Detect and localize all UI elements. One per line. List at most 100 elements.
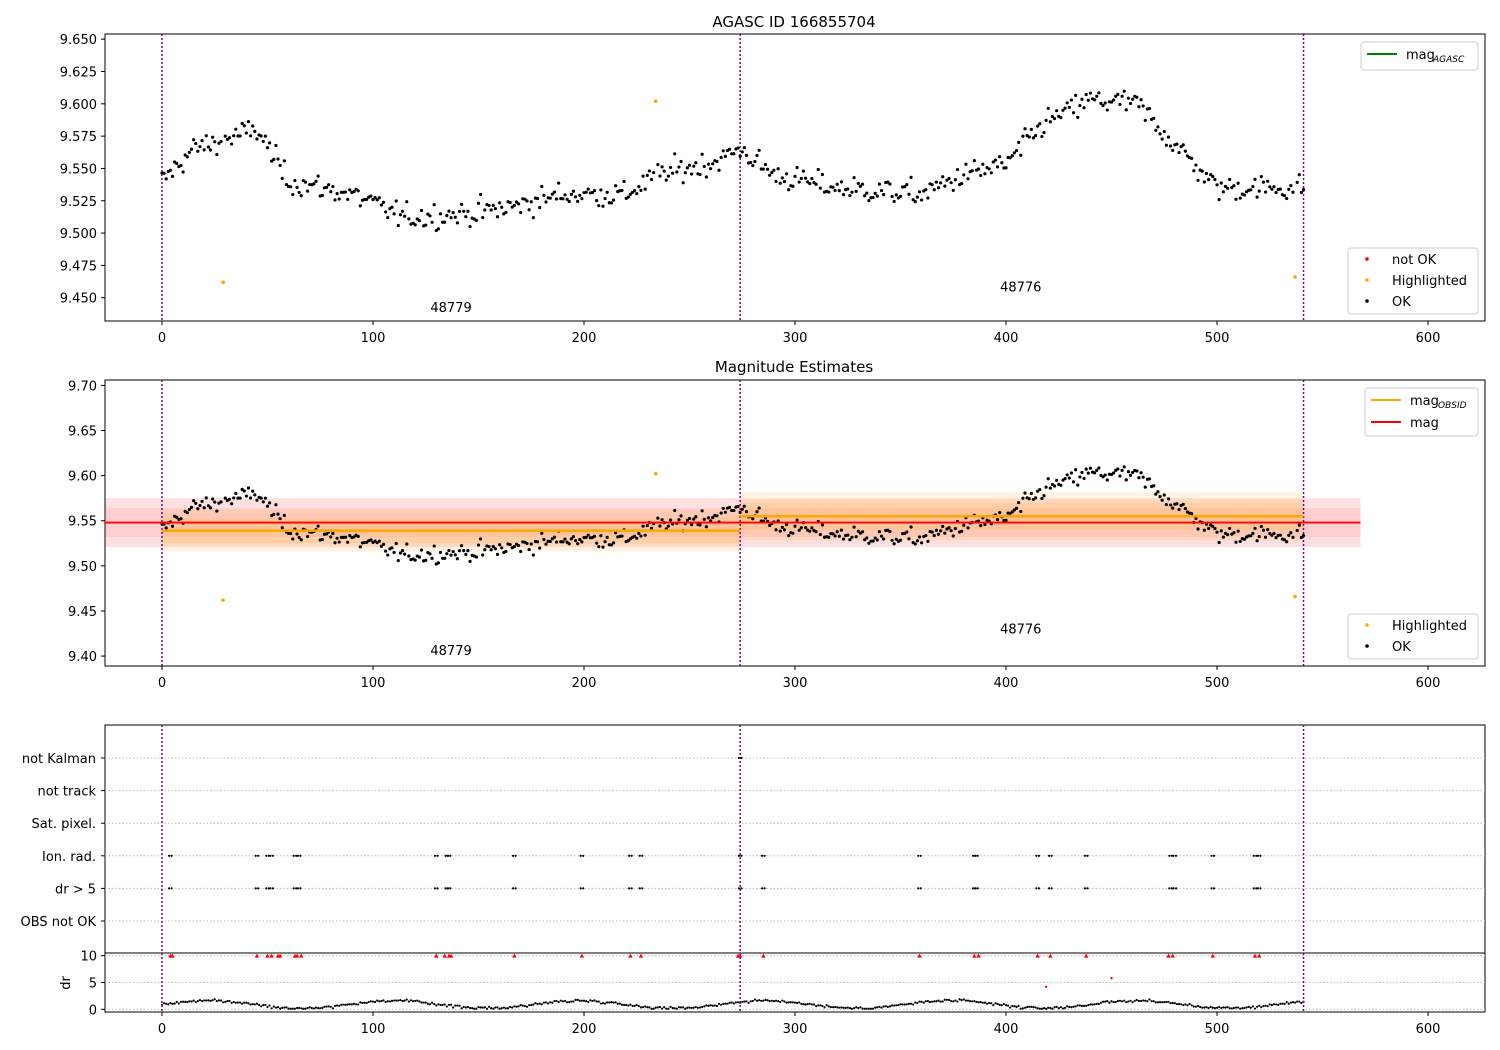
p2-ytick-label: 9.65 xyxy=(68,425,97,440)
dr-point xyxy=(1154,1001,1157,1004)
data-point-ok xyxy=(1162,493,1166,497)
data-point-ok xyxy=(544,542,548,546)
data-point-ok xyxy=(1259,524,1263,529)
flag-point xyxy=(1086,887,1089,890)
data-point-ok xyxy=(875,194,879,198)
dr-point xyxy=(433,1003,436,1006)
data-point-ok xyxy=(637,531,641,536)
data-point-ok xyxy=(1141,475,1145,479)
data-point-ok xyxy=(751,164,755,168)
data-point-ok xyxy=(1126,96,1130,100)
data-point-ok xyxy=(571,189,576,193)
data-point-ok xyxy=(1211,524,1215,528)
data-point-ok xyxy=(491,544,495,549)
data-point-ok xyxy=(1295,180,1299,184)
data-point-ok xyxy=(599,534,603,538)
data-point-ok xyxy=(1164,143,1168,147)
data-point-ok xyxy=(1164,502,1168,507)
data-point-ok xyxy=(1124,478,1128,482)
dr-point xyxy=(1228,1007,1231,1010)
dr-point xyxy=(821,1004,824,1008)
data-point-ok xyxy=(732,152,736,156)
data-point-ok xyxy=(930,530,934,534)
p1-ytick-label: 9.625 xyxy=(60,65,97,80)
data-point-ok xyxy=(1194,516,1198,520)
dr-point xyxy=(1201,1006,1204,1009)
data-point-ok xyxy=(1206,178,1211,182)
data-point-ok xyxy=(1147,477,1152,481)
flag-point xyxy=(1174,854,1178,857)
dr-point xyxy=(336,1004,339,1007)
flag-point xyxy=(737,854,740,857)
data-point-ok xyxy=(554,197,559,201)
dr-point xyxy=(1097,1002,1100,1006)
data-point-ok xyxy=(295,532,299,536)
p1-xtick-label: 600 xyxy=(1416,331,1441,346)
data-point-ok xyxy=(548,539,552,544)
dr-point xyxy=(926,1000,930,1003)
dr-point xyxy=(937,999,940,1002)
dr-point xyxy=(1281,1002,1284,1005)
data-point-ok xyxy=(1238,196,1242,200)
dr-point xyxy=(815,1004,818,1008)
data-point-ok xyxy=(1126,470,1130,474)
legend-label: mag xyxy=(1410,416,1439,431)
p1-xtick-label: 300 xyxy=(783,331,808,346)
data-point-ok xyxy=(1204,522,1209,526)
dr-point xyxy=(696,1006,700,1009)
dr-point xyxy=(658,1005,662,1009)
dr-point xyxy=(1237,1006,1240,1009)
data-point-ok xyxy=(1000,161,1004,165)
data-point-ok xyxy=(447,209,451,213)
data-point-ok xyxy=(204,496,208,500)
data-point-ok xyxy=(1160,137,1164,141)
dr-point xyxy=(899,1003,902,1006)
flag-point xyxy=(1050,854,1053,857)
dr-point xyxy=(1030,1005,1033,1008)
dr-point xyxy=(1270,1003,1273,1007)
legend-subscript: OBSID xyxy=(1438,401,1467,411)
dr-point xyxy=(639,1006,643,1009)
dr-point xyxy=(1207,1006,1210,1010)
data-point-ok xyxy=(232,134,236,138)
data-point-highlighted xyxy=(1293,594,1297,599)
dr-point xyxy=(1158,1001,1162,1004)
data-point-ok xyxy=(888,530,892,534)
data-point-ok xyxy=(1255,195,1259,199)
data-point-ok xyxy=(436,561,440,565)
dr-point xyxy=(285,1006,288,1009)
dr-point xyxy=(1173,1002,1176,1005)
data-point-ok xyxy=(611,541,616,545)
p1-ytick-label: 9.475 xyxy=(60,259,97,274)
dr-point xyxy=(403,999,406,1002)
data-point-ok xyxy=(1282,194,1287,198)
dr-point xyxy=(578,999,581,1002)
data-point-ok xyxy=(1076,483,1080,487)
data-point-ok xyxy=(664,178,668,182)
p1-xtick-label: 500 xyxy=(1205,331,1230,346)
dr-point xyxy=(882,1005,885,1008)
data-point-ok xyxy=(1221,190,1225,194)
data-point-ok xyxy=(1154,492,1158,496)
data-point-ok xyxy=(1099,101,1103,105)
data-point-ok xyxy=(531,216,535,220)
data-point-ok xyxy=(1135,469,1139,473)
dr-point xyxy=(293,1007,297,1010)
dr-point xyxy=(1209,1005,1212,1009)
data-point-ok xyxy=(645,173,649,177)
dr-point xyxy=(540,1003,543,1006)
data-point-ok xyxy=(1299,535,1304,540)
dr-point xyxy=(1042,1007,1046,1010)
dr-point xyxy=(1283,1002,1286,1006)
dr-capped-marker xyxy=(448,953,454,958)
data-point-highlighted xyxy=(653,472,658,476)
data-point-ok xyxy=(230,502,234,506)
dr-point xyxy=(1161,1001,1164,1004)
data-point-ok xyxy=(852,176,856,180)
data-point-ok xyxy=(192,138,196,142)
p4-xtick-label: 500 xyxy=(1205,1022,1230,1037)
data-point-ok xyxy=(877,182,882,186)
data-point-ok xyxy=(432,203,436,207)
dr-point xyxy=(192,999,195,1002)
